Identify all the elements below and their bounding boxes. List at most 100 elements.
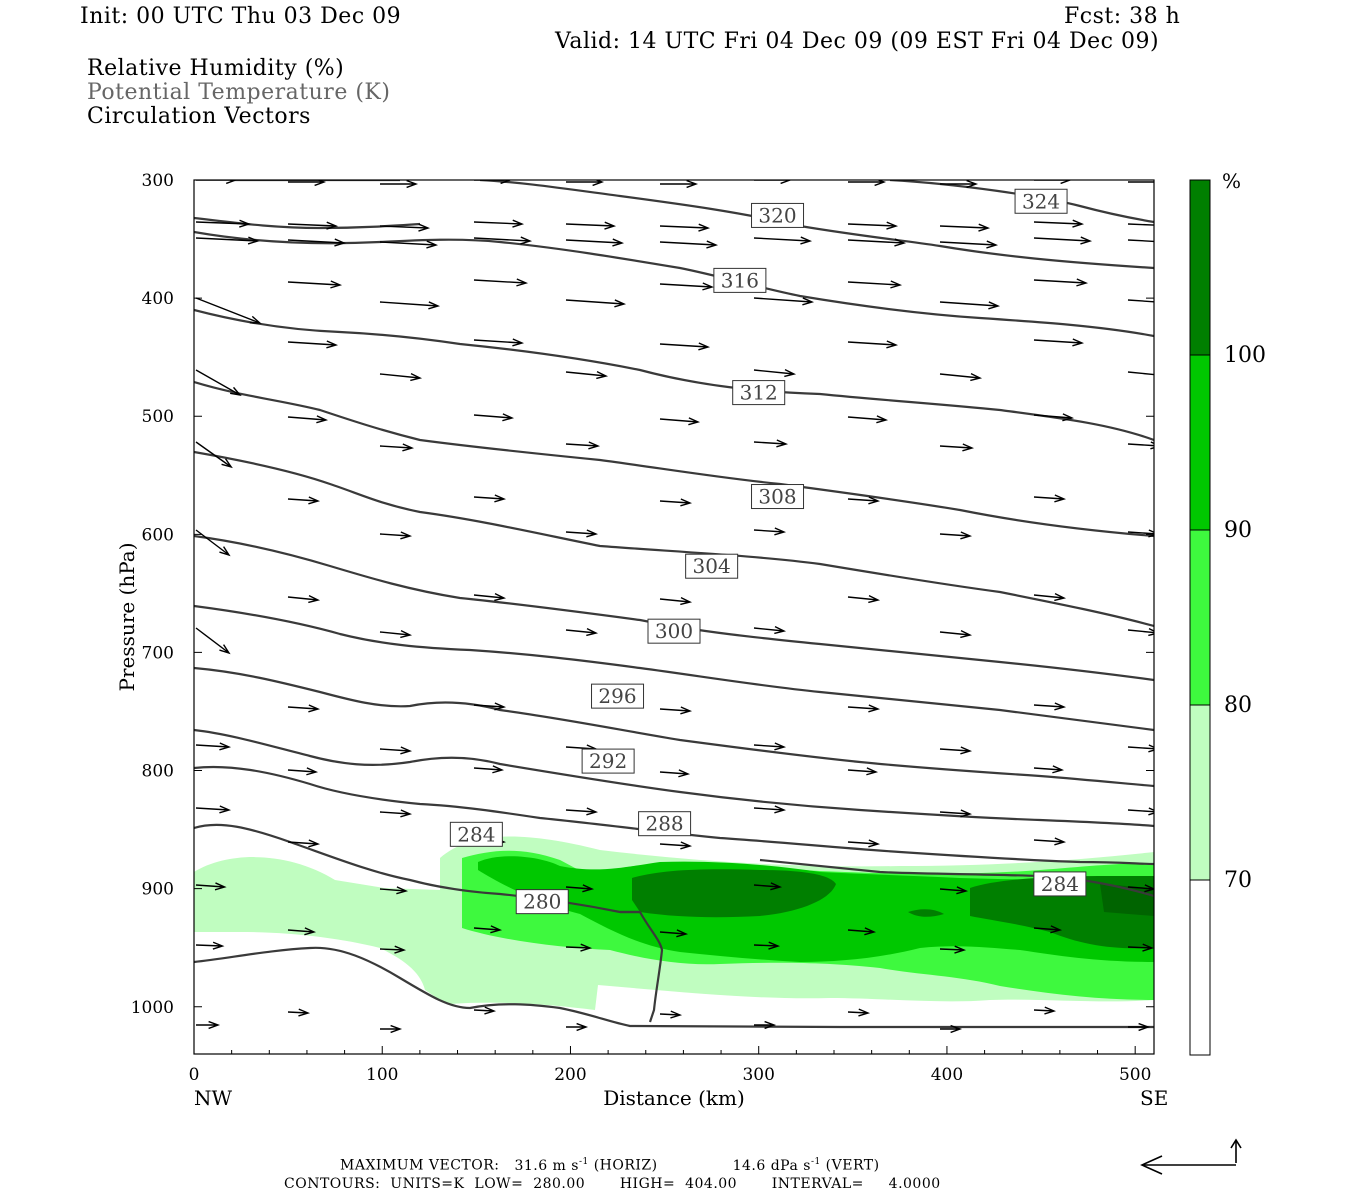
- theta-contour: [194, 946, 1154, 1029]
- circulation-vector: [195, 742, 232, 751]
- contour-info: CONTOURS: UNITS=K LOW= 280.00 HIGH= 404.…: [284, 1176, 941, 1192]
- circulation-vector: [1033, 236, 1093, 245]
- circulation-vector: [473, 278, 529, 287]
- circulation-vector: [847, 221, 899, 230]
- x-tick-label: 400: [931, 1065, 963, 1085]
- y-tick-label: 900: [142, 880, 174, 900]
- label-text: 284: [457, 822, 495, 846]
- circulation-vector: [287, 221, 339, 230]
- y-tick-label: 400: [142, 289, 174, 309]
- circulation-vector: [847, 1008, 871, 1017]
- circulation-vector: [565, 529, 599, 538]
- colorbar-band-none: [1189, 879, 1211, 1056]
- circulation-vector: [940, 180, 979, 189]
- circulation-vector: [565, 943, 593, 952]
- circulation-vector: [1128, 1022, 1151, 1032]
- circulation-vector: [1127, 239, 1154, 243]
- circulation-vector: [565, 299, 627, 308]
- circulation-vector: [1033, 702, 1067, 711]
- colorbar-level: 70: [1224, 868, 1252, 893]
- label-box: [515, 889, 569, 915]
- plot-frame: [193, 179, 1155, 1055]
- circulation-vector: [379, 531, 413, 540]
- label-text: 312: [740, 381, 778, 405]
- rh-shading: [194, 836, 1154, 1010]
- theta-contour-label: 312: [732, 380, 786, 406]
- nw-label: NW: [194, 1086, 233, 1110]
- theta-contour-label: 296: [591, 683, 645, 709]
- circulation-vector: [1033, 278, 1089, 287]
- circulation-vectors: [195, 180, 1154, 1034]
- horiz-max-value: 31.6 m s: [514, 1157, 579, 1174]
- circulation-vector: [379, 886, 409, 895]
- theta-contour-label: 324: [1014, 188, 1068, 214]
- circulation-vector: [287, 496, 321, 505]
- circulation-vector: [1033, 837, 1067, 846]
- circulation-vector: [288, 180, 327, 187]
- label-text: 292: [589, 749, 627, 773]
- circulation-vector: [379, 240, 439, 249]
- circulation-vector: [565, 238, 625, 247]
- colorbar-level: 90: [1224, 518, 1252, 543]
- y-tick-label: 1000: [131, 998, 174, 1018]
- label-box: [1014, 188, 1068, 214]
- label-text: 324: [1022, 189, 1060, 213]
- theta-contour-label: 284: [449, 821, 503, 847]
- circulation-vector: [379, 809, 413, 818]
- theta-contour-label: 316: [713, 267, 767, 293]
- label-text: 288: [645, 812, 683, 836]
- circulation-vector: [939, 746, 973, 755]
- circulation-vector: [1033, 1006, 1057, 1015]
- circulation-vector: [379, 746, 413, 755]
- circulation-vector: [939, 223, 991, 232]
- circulation-vector: [379, 443, 415, 452]
- circulation-vector: [753, 882, 783, 891]
- y-tick-label: 700: [142, 643, 174, 663]
- label-box: [1033, 871, 1087, 897]
- circulation-vector: [659, 342, 711, 351]
- circulation-vector: [1033, 925, 1063, 934]
- circulation-vector: [754, 180, 793, 185]
- circulation-vector: [287, 238, 347, 247]
- circulation-vector: [196, 1020, 221, 1030]
- vert-exponent: -1: [810, 1157, 821, 1167]
- circulation-vector: [659, 240, 719, 249]
- label-box: [732, 380, 786, 406]
- rh-100-region: [908, 909, 944, 917]
- circulation-vector: [1033, 593, 1067, 602]
- circulation-vector: [753, 805, 787, 814]
- circulation-vector: [753, 941, 781, 950]
- circulation-vector: [287, 704, 321, 713]
- circulation-vector: [566, 180, 605, 187]
- x-tick-label: 0: [189, 1065, 200, 1085]
- circulation-vector: [473, 765, 505, 774]
- circulation-vector: [659, 498, 693, 507]
- circulation-vector: [379, 945, 407, 954]
- circulation-vector: [1128, 181, 1154, 183]
- circulation-vector: [939, 240, 999, 249]
- label-text: 300: [655, 619, 693, 643]
- circulation-vector: [287, 1008, 311, 1017]
- circulation-vector: [1127, 628, 1154, 637]
- circulation-vector: [379, 630, 413, 639]
- max-vector-label: MAXIMUM VECTOR:: [340, 1157, 500, 1174]
- circulation-vector: [379, 223, 431, 232]
- circulation-vector: [287, 839, 321, 848]
- circulation-vector: [195, 369, 242, 397]
- label-text: 308: [758, 485, 796, 509]
- label-text: 296: [598, 684, 636, 708]
- horiz-exponent: -1: [578, 1157, 589, 1167]
- circulation-vector: [939, 886, 969, 895]
- theta-contour-label: 320: [751, 202, 805, 228]
- circulation-vector: [287, 595, 321, 604]
- label-text: 280: [523, 890, 561, 914]
- circulation-vector: [940, 1024, 963, 1034]
- circulation-vector: [380, 180, 419, 189]
- circulation-vector: [473, 494, 507, 503]
- theta-contour: [194, 230, 1154, 338]
- y-tick-label: 500: [142, 407, 174, 427]
- circulation-vector: [195, 441, 233, 469]
- circulation-vector: [659, 769, 691, 778]
- theta-contour-label: 308: [751, 484, 805, 510]
